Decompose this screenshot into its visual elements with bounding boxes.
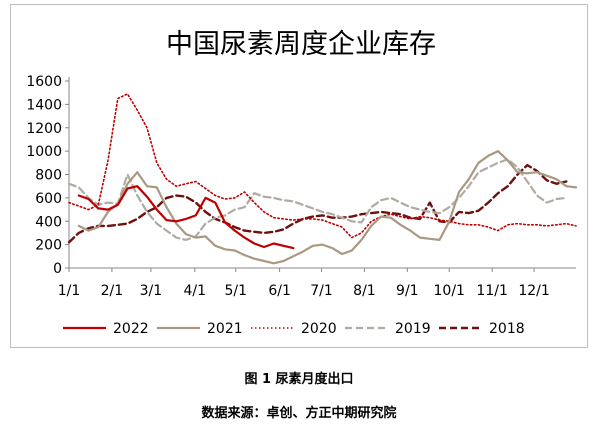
x-tick-label: 5/1 [224, 283, 247, 299]
x-tick-label: 9/1 [396, 283, 419, 299]
line-chart: 中国尿素周度企业库存 0 200 400 600 800 1000 1200 1400 1600… [26, 29, 578, 337]
y-tick-label: 200 [35, 238, 62, 254]
y-tick-label: 1600 [26, 74, 62, 90]
series-line-2021 [77, 150, 578, 265]
y-tick-label: 0 [53, 261, 62, 277]
x-tick-label: 11/1 [476, 283, 507, 299]
y-tick-label: 600 [35, 191, 62, 207]
legend-label-2021: 2021 [207, 321, 243, 337]
x-tick-label: 4/1 [184, 283, 207, 299]
x-tick-label: 8/1 [353, 283, 376, 299]
y-tick-label: 1200 [26, 121, 62, 137]
series-line-2020 [68, 93, 577, 239]
x-tick-label: 12/1 [518, 283, 549, 299]
figure-caption: 图 1 尿素月度出口 [244, 372, 354, 387]
y-tick-label: 1400 [26, 97, 62, 113]
x-tick-label: 3/1 [140, 283, 163, 299]
legend-label-2020: 2020 [301, 321, 337, 337]
series-line-2022 [77, 185, 295, 250]
x-tick-label: 10/1 [434, 283, 465, 299]
x-tick-label: 2/1 [101, 283, 124, 299]
y-tick-label: 1000 [26, 144, 62, 160]
y-tick-label: 400 [35, 214, 62, 230]
source-caption: 数据来源：卓创、方正中期研究院 [201, 406, 397, 421]
series-line-2019 [67, 158, 568, 241]
y-tick-label: 800 [35, 168, 62, 184]
legend-label-2019: 2019 [395, 321, 431, 337]
legend-label-2018: 2018 [489, 321, 525, 337]
chart-frame: 中国尿素周度企业库存 0 200 400 600 800 1000 1200 1400 1600… [10, 4, 588, 348]
chart-title: 中国尿素周度企业库存 [166, 29, 436, 60]
x-tick-label: 6/1 [268, 283, 291, 299]
legend-label-2022: 2022 [113, 321, 149, 337]
x-tick-label: 7/1 [310, 283, 333, 299]
x-tick-label: 1/1 [58, 283, 81, 299]
series-line-2018 [67, 163, 568, 244]
